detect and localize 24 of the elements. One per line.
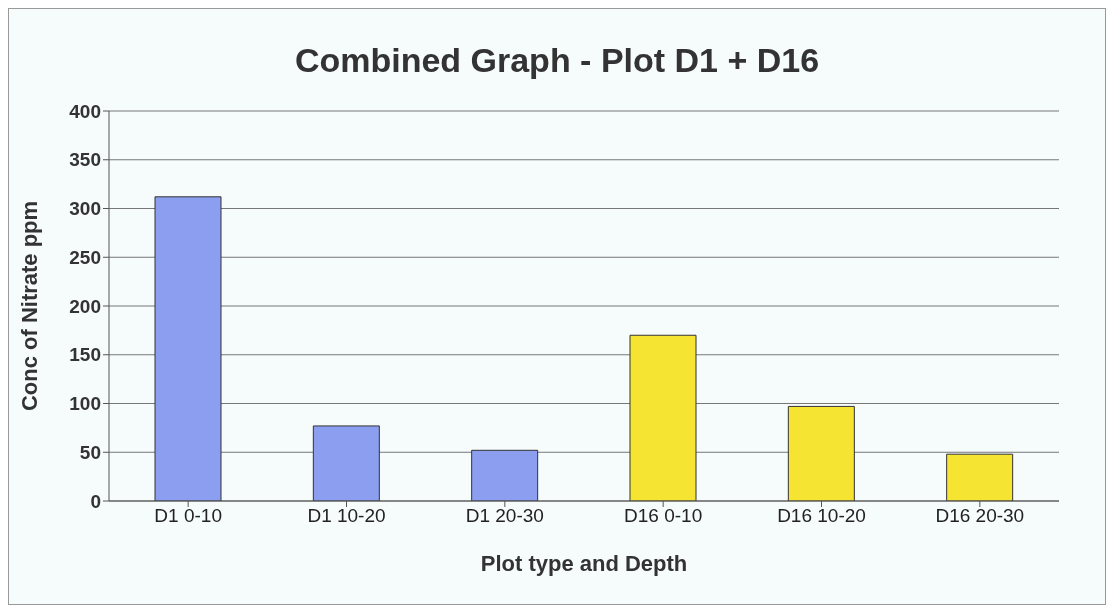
bar: [787, 405, 855, 501]
x-axis-title: Plot type and Depth: [480, 551, 688, 576]
y-tick-label: 0: [90, 490, 101, 512]
chart-title: Combined Graph - Plot D1 + D16: [293, 40, 821, 81]
bar: [629, 334, 697, 501]
y-tick-label: 50: [79, 441, 101, 463]
bar: [312, 425, 380, 501]
x-tick-label: D16 0-10: [624, 505, 703, 527]
y-tick-label: 350: [69, 149, 101, 171]
y-tick-label: 400: [69, 100, 101, 122]
x-tick-label: D16 10-20: [777, 505, 866, 527]
y-tick-label: 150: [69, 344, 101, 366]
y-tick-label: 250: [69, 246, 101, 268]
y-axis-title: Conc of Nitrate ppm: [16, 200, 42, 412]
x-tick-label: D1 0-10: [154, 505, 222, 527]
y-tick-label: 300: [69, 198, 101, 220]
y-tick-label: 100: [69, 393, 101, 415]
bar: [471, 449, 539, 501]
x-tick-label: D16 20-30: [935, 505, 1025, 527]
bar: [946, 453, 1014, 501]
x-tick-label: D1 10-20: [307, 505, 386, 527]
bar: [154, 196, 222, 501]
x-tick-label: D1 20-30: [465, 505, 544, 527]
y-tick-label: 200: [69, 295, 101, 317]
